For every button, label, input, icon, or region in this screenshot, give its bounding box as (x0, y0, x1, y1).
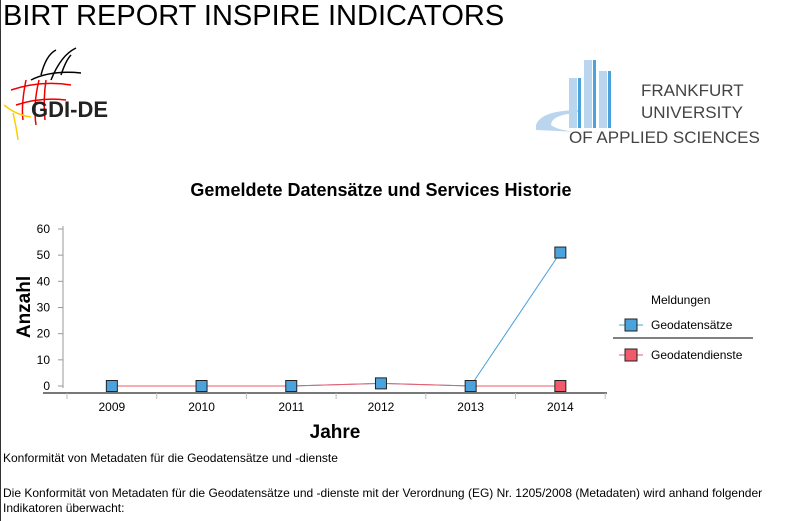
svg-text:GDI-DE: GDI-DE (31, 97, 108, 122)
data-point-1 (554, 246, 567, 259)
section-heading: Konformität von Metadaten für die Geodat… (3, 451, 338, 465)
legend-label: Geodatendienste (651, 348, 743, 362)
history-chart: Gemeldete Datensätze und Services Histor… (14, 180, 753, 443)
legend-marker (624, 318, 638, 332)
data-point-1 (285, 380, 298, 392)
data-point-1 (464, 380, 477, 392)
y-tick-label: 60 (37, 222, 51, 236)
y-tick-label: 30 (37, 301, 51, 315)
x-axis-label: Jahre (310, 422, 361, 443)
y-tick-label: 20 (37, 327, 51, 341)
series-line-1 (111, 252, 561, 387)
data-point-2 (554, 380, 567, 392)
x-tick-label: 2010 (188, 400, 215, 414)
data-point-1 (374, 377, 387, 390)
x-tick-label: 2013 (457, 400, 484, 414)
chart-title: Gemeldete Datensätze und Services Histor… (190, 180, 571, 200)
gdi-de-logo: GDI-DE (3, 47, 108, 141)
frankfurt-uas-logo: FRANKFURT UNIVERSITY OF APPLIED SCIENCES (536, 60, 760, 147)
y-tick-label: 10 (37, 353, 51, 367)
y-axis-label: Anzahl (14, 276, 35, 338)
section-description: Die Konformität von Metadaten für die Ge… (3, 486, 763, 515)
y-tick-label: 0 (43, 379, 50, 393)
legend-title: Meldungen (651, 293, 710, 307)
x-tick-label: 2012 (368, 400, 395, 414)
data-point-1 (195, 380, 208, 392)
x-tick-label: 2011 (278, 400, 304, 414)
legend-label: Geodatensätze (651, 318, 733, 332)
y-tick-label: 50 (37, 248, 51, 262)
svg-text:OF APPLIED SCIENCES: OF APPLIED SCIENCES (569, 128, 760, 147)
series-line-2 (111, 382, 561, 387)
x-tick-label: 2009 (98, 400, 125, 414)
svg-text:FRANKFURT: FRANKFURT (641, 81, 744, 100)
legend-marker (624, 348, 638, 362)
data-point-1 (105, 380, 118, 392)
y-tick-label: 40 (37, 274, 51, 288)
svg-text:UNIVERSITY: UNIVERSITY (641, 103, 743, 122)
report-title: BIRT REPORT INSPIRE INDICATORS (3, 0, 505, 32)
x-tick-label: 2014 (547, 400, 574, 414)
